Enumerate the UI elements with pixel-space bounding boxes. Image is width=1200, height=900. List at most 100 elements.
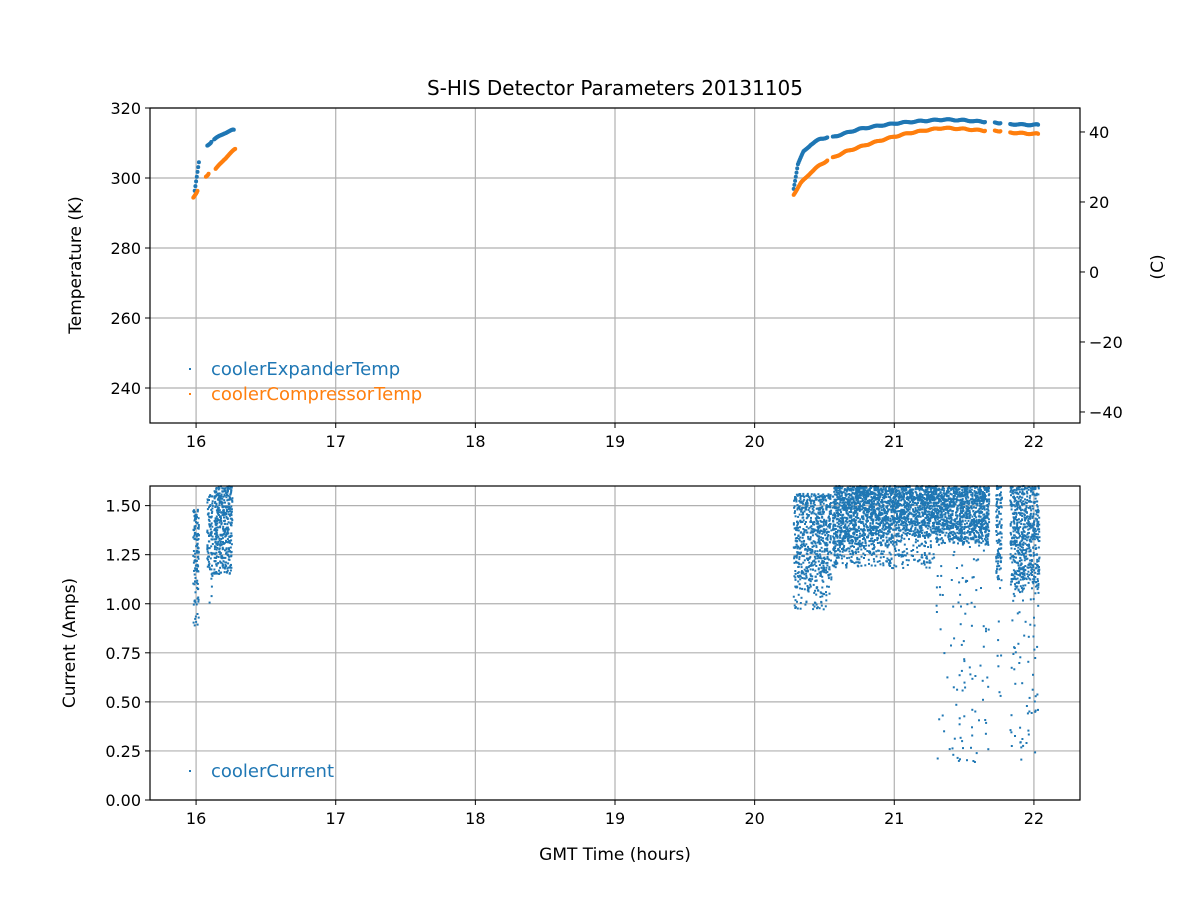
data-point bbox=[879, 512, 882, 514]
data-point bbox=[955, 522, 958, 525]
data-point bbox=[926, 524, 929, 527]
data-point bbox=[940, 508, 943, 511]
x-tick-label: 18 bbox=[465, 432, 485, 451]
data-point bbox=[851, 542, 854, 545]
data-point bbox=[209, 533, 212, 536]
data-point bbox=[837, 489, 840, 492]
data-point bbox=[194, 617, 197, 620]
data-point bbox=[222, 541, 224, 543]
data-point bbox=[226, 499, 229, 502]
data-point bbox=[866, 501, 869, 504]
data-point bbox=[210, 522, 213, 525]
data-point bbox=[959, 502, 962, 504]
data-point bbox=[922, 512, 925, 515]
data-point bbox=[960, 539, 963, 542]
data-point bbox=[898, 554, 900, 557]
data-point bbox=[823, 550, 826, 553]
data-point bbox=[223, 494, 226, 497]
data-point bbox=[942, 498, 945, 501]
data-point bbox=[885, 540, 888, 543]
data-point bbox=[987, 628, 990, 631]
data-point bbox=[964, 516, 967, 519]
data-point bbox=[980, 587, 982, 589]
data-point bbox=[870, 537, 873, 540]
data-point bbox=[856, 496, 859, 499]
data-point bbox=[228, 505, 231, 508]
data-point bbox=[228, 558, 231, 561]
data-point bbox=[889, 492, 892, 495]
data-point bbox=[920, 562, 923, 565]
data-point bbox=[832, 541, 835, 544]
data-point bbox=[822, 510, 825, 513]
data-point bbox=[836, 511, 839, 514]
data-point bbox=[907, 491, 910, 494]
data-point bbox=[963, 715, 966, 718]
data-point bbox=[913, 535, 916, 537]
data-point bbox=[975, 516, 978, 519]
data-point bbox=[985, 504, 988, 507]
data-point bbox=[836, 553, 839, 556]
data-point bbox=[233, 146, 238, 151]
data-point bbox=[839, 490, 842, 493]
data-point bbox=[844, 504, 847, 507]
data-point bbox=[891, 507, 894, 510]
data-point bbox=[873, 492, 875, 495]
data-point bbox=[877, 501, 880, 504]
data-point bbox=[984, 732, 987, 735]
data-point bbox=[796, 520, 799, 523]
data-point bbox=[873, 560, 876, 563]
data-point bbox=[892, 567, 894, 570]
data-point bbox=[858, 529, 861, 532]
data-point bbox=[911, 513, 914, 516]
data-point bbox=[842, 546, 845, 549]
data-point bbox=[854, 522, 857, 524]
data-point bbox=[899, 553, 902, 556]
data-point bbox=[829, 495, 832, 498]
data-point bbox=[217, 492, 219, 495]
data-point bbox=[197, 517, 200, 520]
data-point bbox=[843, 506, 846, 508]
data-point bbox=[812, 540, 815, 543]
data-point bbox=[940, 542, 943, 545]
data-point bbox=[815, 546, 818, 549]
data-point bbox=[862, 552, 865, 555]
data-point bbox=[864, 538, 867, 541]
data-point bbox=[865, 544, 868, 547]
data-point bbox=[215, 571, 218, 573]
data-point bbox=[799, 602, 802, 604]
data-point bbox=[806, 500, 809, 503]
data-point bbox=[206, 531, 209, 534]
data-point bbox=[809, 573, 812, 576]
data-point bbox=[934, 507, 937, 510]
data-point bbox=[224, 528, 227, 531]
data-point bbox=[860, 564, 863, 567]
data-point bbox=[848, 550, 851, 553]
data-point bbox=[893, 528, 896, 531]
data-point bbox=[872, 551, 875, 554]
data-point bbox=[963, 658, 966, 661]
data-point bbox=[985, 721, 988, 724]
data-point bbox=[876, 526, 879, 529]
data-point bbox=[195, 603, 198, 606]
data-point bbox=[825, 531, 828, 534]
data-point bbox=[875, 519, 878, 522]
data-point bbox=[875, 530, 878, 533]
data-point bbox=[905, 489, 908, 492]
data-point bbox=[927, 501, 930, 504]
data-point bbox=[932, 515, 934, 518]
data-point bbox=[928, 552, 931, 555]
data-point bbox=[819, 549, 821, 552]
data-point bbox=[849, 488, 852, 491]
data-point bbox=[195, 169, 200, 174]
data-point bbox=[802, 542, 805, 545]
data-point bbox=[879, 523, 882, 526]
data-point bbox=[974, 515, 977, 518]
data-point bbox=[878, 518, 881, 521]
data-point bbox=[944, 503, 947, 506]
data-point bbox=[839, 529, 842, 532]
data-point bbox=[839, 497, 842, 500]
data-point bbox=[797, 546, 800, 548]
data-point bbox=[980, 503, 983, 505]
data-point bbox=[827, 496, 830, 499]
data-point bbox=[816, 525, 819, 528]
